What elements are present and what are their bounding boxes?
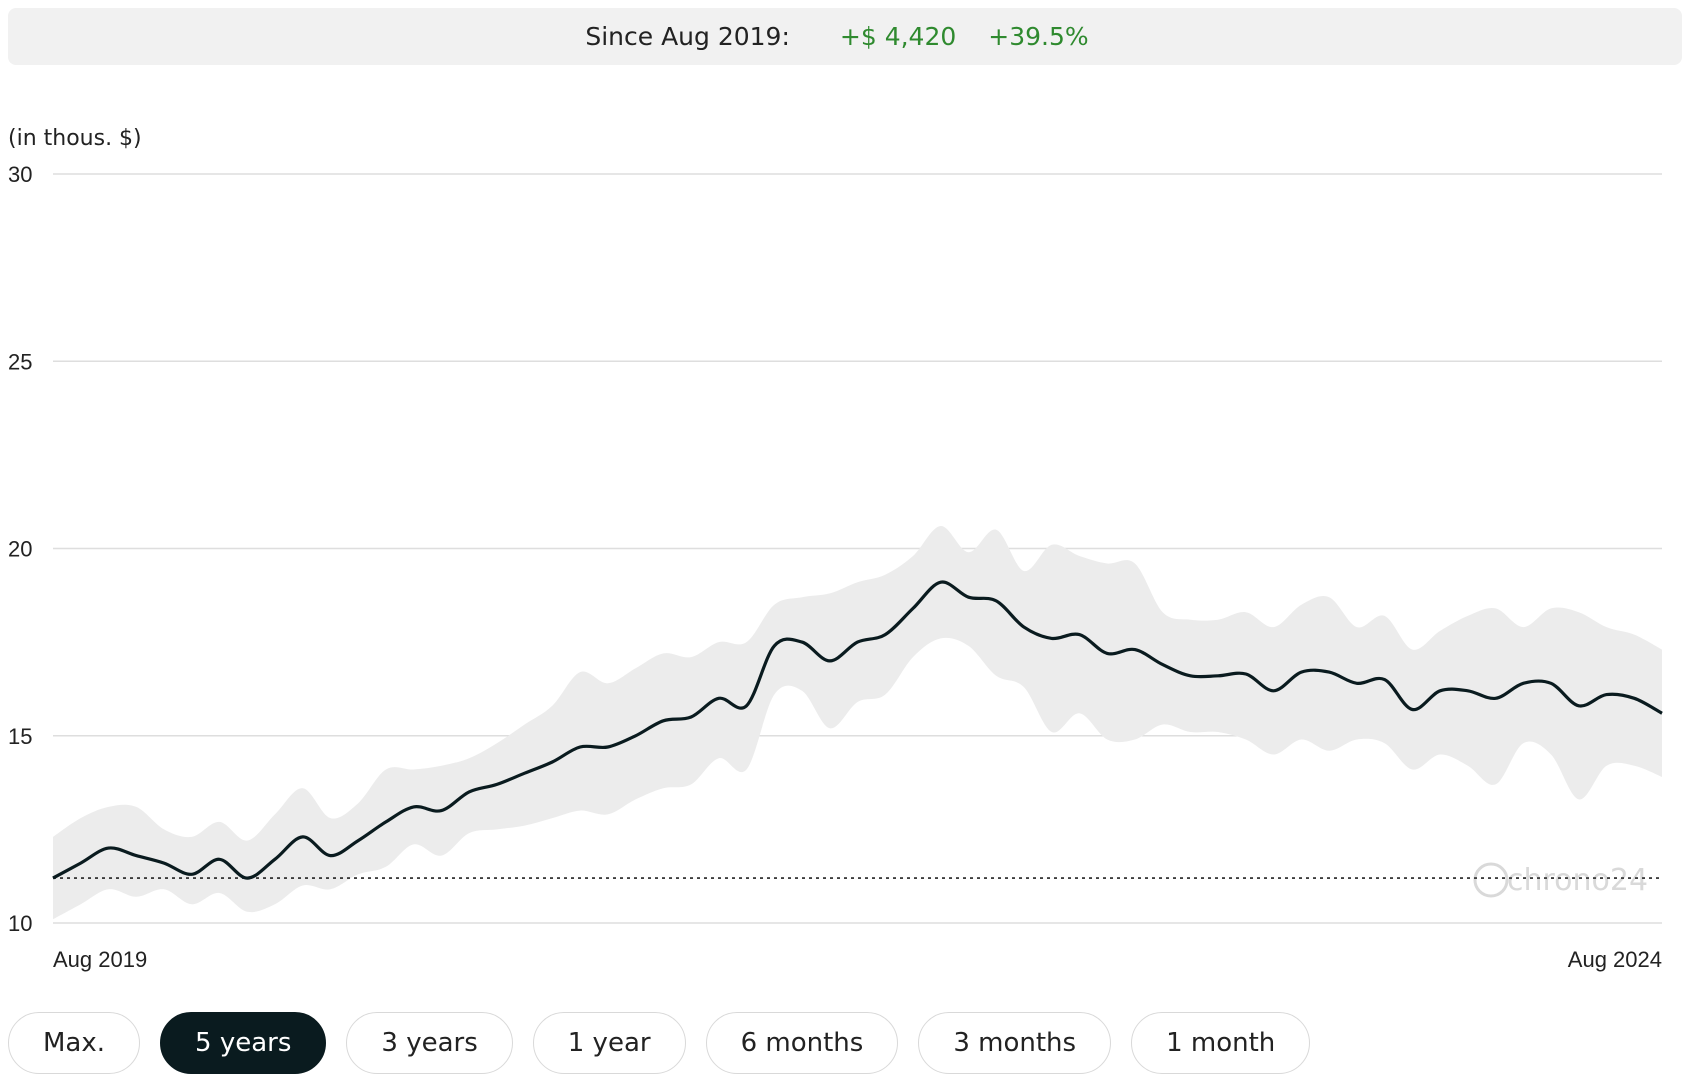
price-change-summary: Since Aug 2019: +$ 4,420 +39.5% [8,8,1682,65]
y-tick-label: 20 [8,537,32,562]
y-axis: 10 15 20 25 30 [8,162,32,936]
summary-label: Since Aug 2019: [585,22,790,51]
y-tick-label: 10 [8,911,32,936]
range-button-5-years[interactable]: 5 years [160,1012,327,1074]
change-percent: +39.5% [988,22,1089,51]
range-button-6-months[interactable]: 6 months [705,1012,899,1074]
y-tick-label: 15 [8,724,32,749]
change-absolute: +$ 4,420 [839,22,957,51]
range-button-1-month[interactable]: 1 month [1131,1012,1311,1074]
chrono24-watermark: chrono24 [1473,862,1648,898]
price-chart: 10 15 20 25 30 (in thous. $) Aug 2019 Aug 20… [8,126,1663,972]
chrono24-logo-icon [1473,862,1509,898]
y-tick-label: 25 [8,349,32,374]
x-tick-start: Aug 2019 [53,947,147,972]
y-tick-label: 30 [8,162,32,187]
price-line [52,580,1663,880]
range-button-3-months[interactable]: 3 months [918,1012,1112,1074]
price-range-band [53,525,1662,920]
watermark-text: chrono24 [1507,863,1648,898]
range-button-max[interactable]: Max. [8,1012,141,1074]
range-button-1-year[interactable]: 1 year [532,1012,686,1074]
range-button-3-years[interactable]: 3 years [346,1012,513,1074]
time-range-selector: Max. 5 years 3 years 1 year 6 months 3 months… [8,1012,1311,1074]
x-tick-end: Aug 2024 [1568,947,1662,972]
y-axis-label: (in thous. $) [8,126,142,151]
